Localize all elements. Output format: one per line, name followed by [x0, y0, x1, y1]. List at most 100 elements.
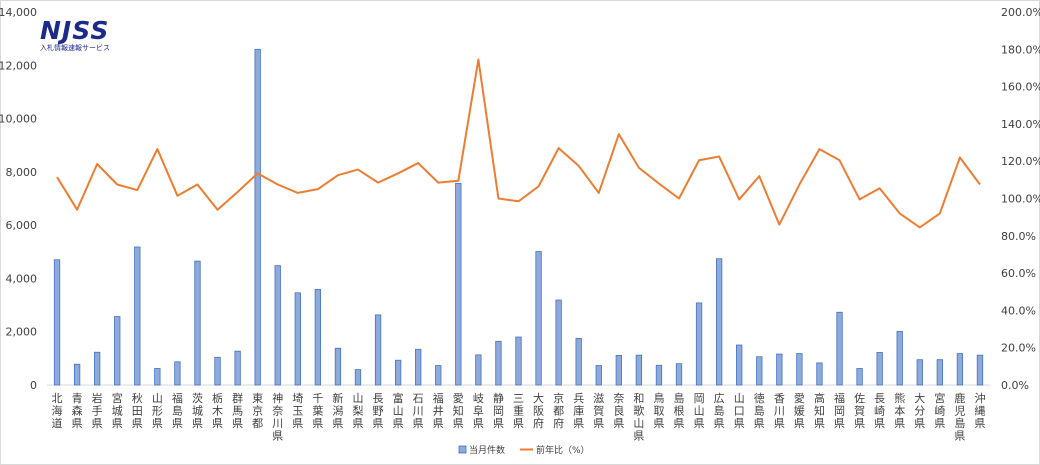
right-axis-tick-label: 40.0%	[1001, 304, 1036, 317]
category-label: 島根県	[674, 391, 685, 430]
bar	[214, 356, 221, 386]
category-label: 北海道	[52, 392, 63, 430]
category-label: 福岡県	[834, 391, 845, 430]
bar	[595, 365, 602, 386]
category-labels: 北海道青森県岩手県宮城県秋田県山形県福島県茨城県栃木県群馬県東京都神奈川県埼玉県…	[52, 391, 986, 443]
category-label: 神奈川県	[272, 391, 283, 443]
bar	[455, 182, 462, 386]
category-label: 奈良県	[613, 391, 624, 430]
category-label: 岩手県	[92, 391, 103, 430]
category-label: 鳥取県	[653, 391, 664, 430]
left-axis-tick-label: 8,000	[6, 166, 38, 179]
left-axis-tick-label: 4,000	[6, 272, 38, 285]
legend-line-label: 前年比（%）	[536, 444, 590, 456]
right-axis-tick-label: 0.0%	[1001, 379, 1029, 392]
left-axis-tick-label: 6,000	[6, 219, 38, 232]
left-axis-ticks: 0 2,000 4,000 6,000 8,000 10,000 12,000 14,000	[0, 6, 37, 392]
bar	[756, 356, 763, 386]
bar	[73, 363, 81, 386]
category-label: 山口県	[734, 392, 745, 430]
category-label: 愛媛県	[794, 392, 805, 430]
bar	[495, 340, 502, 386]
bar	[114, 316, 121, 386]
category-label: 長崎県	[874, 392, 885, 430]
bar	[435, 365, 442, 386]
category-label: 京都府	[553, 391, 564, 430]
bar	[615, 355, 622, 386]
category-label: 佐賀県	[854, 391, 865, 430]
bar	[715, 258, 723, 386]
legend: 当月件数 前年比（%）	[458, 444, 590, 456]
category-label: 広島県	[714, 392, 725, 430]
bar	[53, 259, 61, 386]
left-axis-tick-label: 0	[30, 379, 37, 392]
bar	[314, 288, 322, 386]
right-axis-tick-label: 20.0%	[1001, 342, 1036, 355]
bar	[816, 362, 823, 386]
category-label: 大分県	[914, 391, 925, 430]
bar	[776, 353, 783, 386]
category-label: 和歌山県	[633, 392, 644, 443]
right-axis-tick-label: 60.0%	[1001, 267, 1036, 280]
right-axis-tick-label: 100.0%	[1001, 193, 1040, 206]
bar	[876, 352, 883, 386]
bar	[575, 337, 582, 386]
bar	[174, 361, 181, 386]
bar	[274, 265, 281, 386]
bar	[635, 354, 643, 386]
category-label: 熊本県	[894, 391, 905, 430]
bar	[294, 292, 301, 386]
bar	[695, 302, 703, 386]
category-label: 宮崎県	[934, 391, 945, 430]
bar-series	[53, 48, 984, 386]
bar	[555, 299, 562, 386]
category-label: 山形県	[152, 392, 163, 430]
bar	[836, 311, 843, 386]
category-label: 福島県	[172, 391, 183, 430]
bar	[374, 314, 382, 386]
bar	[675, 363, 683, 386]
right-axis-ticks: 0.0% 20.0% 40.0% 60.0% 80.0% 100.0% 120.0% 140.…	[1001, 6, 1040, 392]
category-label: 秋田県	[132, 391, 143, 430]
category-label: 高知県	[814, 391, 825, 430]
bar	[334, 347, 342, 386]
bar	[194, 260, 201, 386]
bar	[535, 251, 542, 386]
category-label: 栃木県	[212, 391, 223, 430]
category-label: 鹿児島県	[954, 391, 965, 443]
bar	[896, 331, 903, 386]
bar	[475, 354, 482, 386]
left-axis-tick-label: 12,000	[0, 59, 37, 72]
right-axis-tick-label: 180.0%	[1001, 43, 1040, 56]
bar	[134, 246, 141, 386]
category-label: 埼玉県	[292, 391, 303, 430]
bar	[394, 359, 402, 386]
bar	[415, 348, 422, 386]
category-label: 東京都	[252, 392, 263, 430]
left-axis-tick-label: 10,000	[0, 113, 37, 126]
category-label: 静岡県	[493, 391, 504, 430]
category-label: 愛知県	[453, 392, 464, 430]
category-label: 青森県	[72, 392, 83, 430]
line-series	[56, 58, 981, 229]
bar	[856, 368, 863, 386]
bar	[234, 350, 241, 386]
left-axis-tick-label: 14,000	[0, 6, 37, 19]
bar	[936, 359, 943, 386]
bar	[254, 48, 261, 386]
category-label: 千葉県	[312, 392, 323, 430]
right-axis-tick-label: 120.0%	[1001, 155, 1040, 168]
logo-mark: NJSS	[40, 16, 110, 45]
right-axis-tick-label: 140.0%	[1001, 118, 1040, 131]
right-axis-tick-label: 160.0%	[1001, 81, 1040, 94]
category-label: 兵庫県	[573, 392, 584, 430]
category-label: 三重県	[513, 392, 524, 430]
category-label: 沖縄県	[974, 392, 985, 430]
category-label: 新潟県	[332, 391, 343, 430]
category-label: 宮城県	[112, 391, 123, 430]
left-axis-tick-label: 2,000	[6, 326, 38, 339]
category-label: 岐阜県	[473, 392, 484, 430]
bar	[976, 354, 984, 386]
